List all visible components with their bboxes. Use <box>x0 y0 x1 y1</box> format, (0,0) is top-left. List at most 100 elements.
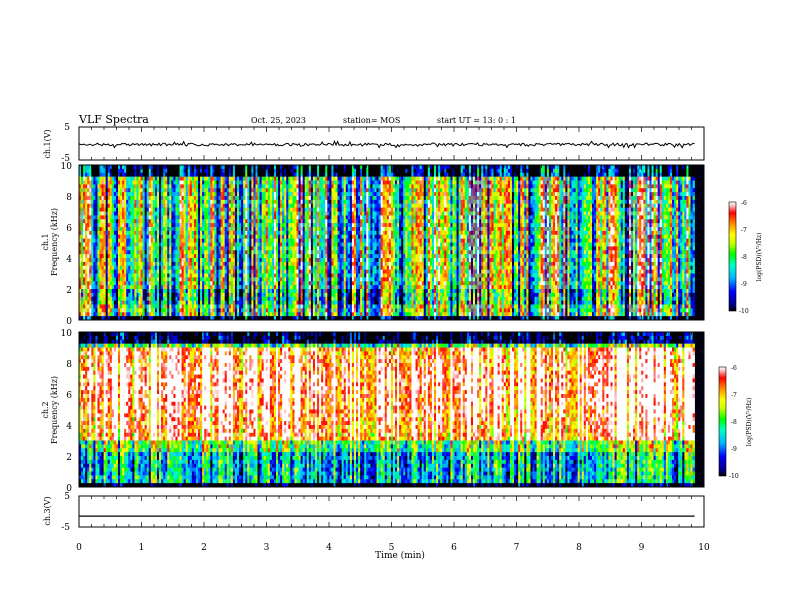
spectrogram-cell <box>126 219 128 223</box>
spectrogram-cell <box>161 169 163 173</box>
spectrogram-cell <box>145 293 147 297</box>
spectrogram-cell <box>91 262 93 266</box>
spectrogram-cell <box>122 243 124 247</box>
spectrogram-cell <box>141 250 143 254</box>
spectrogram-cell <box>126 227 128 231</box>
spectrogram-cell <box>157 192 159 196</box>
spectrogram-cell <box>128 308 130 312</box>
spectrogram-cell <box>93 165 95 169</box>
spectrogram-cell <box>145 181 147 185</box>
spectrogram-cell <box>104 215 106 219</box>
spectrogram-cell <box>108 165 110 169</box>
spectrogram-cell <box>81 243 83 247</box>
spectrogram-cell <box>128 293 130 297</box>
spectrogram-cell <box>97 212 99 216</box>
spectrogram-cell <box>89 208 91 212</box>
spectrogram-cell <box>145 200 147 204</box>
spectrogram-cell <box>95 177 97 181</box>
spectrogram-cell <box>100 312 102 316</box>
spectrogram-cell <box>157 227 159 231</box>
spectrogram-cell <box>102 192 104 196</box>
spectrogram-cell <box>104 212 106 216</box>
spectrogram-cell <box>151 293 153 297</box>
spectrogram-cell <box>136 297 138 301</box>
spectrogram-cell <box>81 215 83 219</box>
spectrogram-cell <box>145 212 147 216</box>
spectrogram-cell <box>136 169 138 173</box>
spectrogram-cell <box>110 212 112 216</box>
spectrogram-cell <box>157 188 159 192</box>
spectrogram-cell <box>136 262 138 266</box>
spectrogram-cell <box>102 219 104 223</box>
spectrogram-cell <box>122 196 124 200</box>
spectrogram-cell <box>143 208 145 212</box>
spectrogram-cell <box>136 192 138 196</box>
spectrogram-cell <box>134 297 136 301</box>
spectrogram-cell <box>147 231 149 235</box>
spectrogram-cell <box>81 192 83 196</box>
spectrogram-cell <box>147 301 149 305</box>
spectrogram-cell <box>139 305 141 309</box>
spectrogram-cell <box>81 266 83 270</box>
spectrogram-cell <box>100 204 102 208</box>
spectrogram-cell <box>91 312 93 316</box>
spectrogram-cell <box>124 301 126 305</box>
header-station: station= MOS <box>343 116 400 125</box>
spectrogram-cell <box>141 223 143 227</box>
spectrogram-cell <box>136 219 138 223</box>
spectrogram-cell <box>149 169 151 173</box>
spectrogram-cell <box>151 305 153 309</box>
spectrogram-cell <box>116 293 118 297</box>
spectrogram-cell <box>108 231 110 235</box>
spectrogram-cell <box>128 274 130 278</box>
spectrogram-cell <box>91 270 93 274</box>
spectrogram-cell <box>102 289 104 293</box>
spectrogram-cell <box>151 215 153 219</box>
spectrogram-cell <box>120 301 122 305</box>
spectrogram-cell <box>124 285 126 289</box>
spectrogram-cell <box>145 305 147 309</box>
spectrogram-cell <box>91 215 93 219</box>
spectrogram-cell <box>139 301 141 305</box>
spectrogram-cell <box>139 246 141 250</box>
spectrogram-cell <box>91 227 93 231</box>
spectrogram-cell <box>93 196 95 200</box>
spectrogram-cell <box>139 165 141 169</box>
spectrogram-cell <box>124 297 126 301</box>
spectrogram-cell <box>91 219 93 223</box>
spectrogram-cell <box>153 308 155 312</box>
spectrogram-cell <box>89 277 91 281</box>
spectrogram-cell <box>91 285 93 289</box>
spectrogram-cell <box>153 266 155 270</box>
spectrogram-cell <box>143 204 145 208</box>
spectrogram-cell <box>157 270 159 274</box>
spectrogram-cell <box>85 250 87 254</box>
spectrogram-cell <box>89 177 91 181</box>
spectrogram-cell <box>110 277 112 281</box>
spectrogram-cell <box>143 301 145 305</box>
spectrogram-cell <box>136 184 138 188</box>
spectrogram-cell <box>87 239 89 243</box>
spectrogram-cell <box>114 223 116 227</box>
spectrogram-cell <box>100 181 102 185</box>
spectrogram-cell <box>132 243 134 247</box>
spectrogram-cell <box>124 177 126 181</box>
spectrogram-cell <box>143 219 145 223</box>
spectrogram-cell <box>126 165 128 169</box>
spectrogram-cell <box>149 312 151 316</box>
spectrogram-cell <box>139 285 141 289</box>
spectrogram-cell <box>136 274 138 278</box>
spectrogram-cell <box>151 270 153 274</box>
spectrogram-cell <box>116 227 118 231</box>
spectrogram-cell <box>89 181 91 185</box>
spectrogram-cell <box>153 173 155 177</box>
spectrogram-cell <box>126 305 128 309</box>
spectrogram-cell <box>145 289 147 293</box>
spectrogram-cell <box>93 212 95 216</box>
spectrogram-cell <box>124 208 126 212</box>
spectrogram-cell <box>149 173 151 177</box>
spectrogram-cell <box>141 285 143 289</box>
spectrogram-cell <box>143 173 145 177</box>
spectrogram-cell <box>134 305 136 309</box>
spectrogram-cell <box>151 281 153 285</box>
